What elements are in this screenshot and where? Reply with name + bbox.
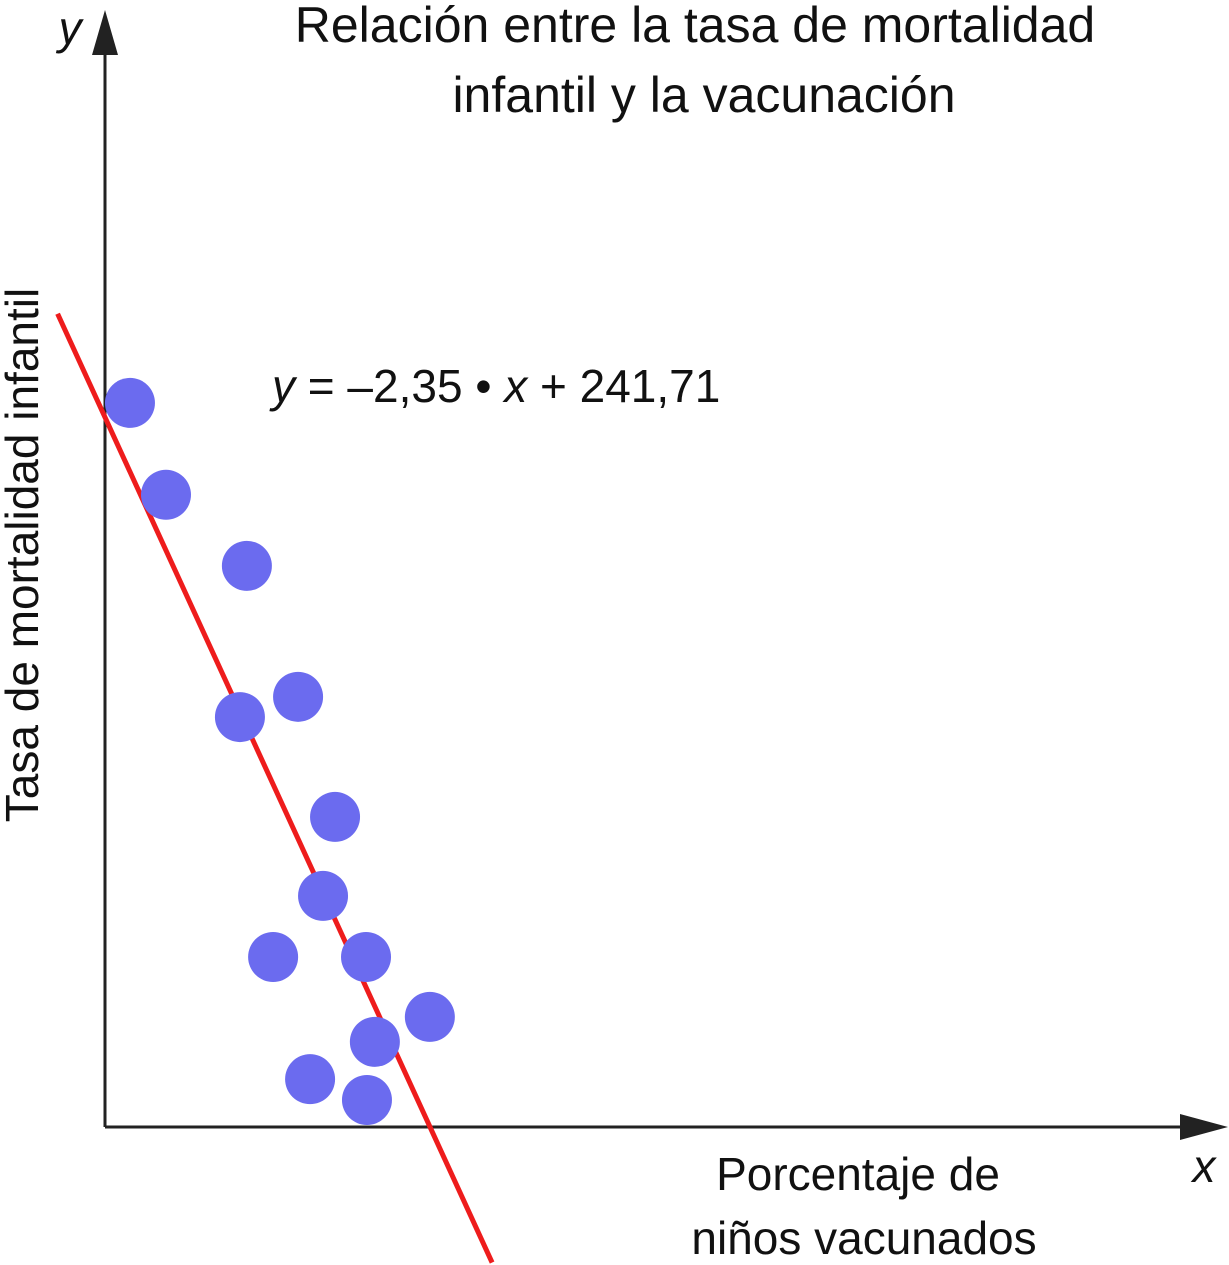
equation-part: y xyxy=(269,360,298,412)
scatter-point xyxy=(140,469,191,520)
scatter-point xyxy=(248,931,299,982)
equation-part: = –2,35 • xyxy=(295,360,504,412)
scatter-point xyxy=(104,377,155,428)
fit-equation: y = –2,35 • x + 241,71 xyxy=(269,360,720,412)
scatter-point xyxy=(310,791,361,842)
chart-title: Relación entre la tasa de mortalidad xyxy=(295,0,1095,53)
equation-part: + 241,71 xyxy=(527,360,720,412)
scatter-point xyxy=(298,870,349,921)
y-axis-label: Tasa de mortalidad infantil xyxy=(0,288,48,822)
chart-title: infantil y la vacunación xyxy=(452,67,955,123)
regression-line xyxy=(55,312,495,1264)
scatter-point xyxy=(341,931,392,982)
scatter-point xyxy=(285,1054,336,1105)
equation-part: x xyxy=(502,360,529,412)
x-axis-arrow xyxy=(1180,1114,1228,1140)
y-axis-symbol: y xyxy=(56,2,85,54)
scatter-point xyxy=(341,1074,392,1125)
scatter-point xyxy=(221,540,272,591)
y-axis-arrow xyxy=(92,10,118,55)
scatter-point xyxy=(404,991,455,1042)
x-axis-label: niños vacunados xyxy=(691,1212,1036,1264)
scatter-point xyxy=(273,671,324,722)
x-axis-label: Porcentaje de xyxy=(716,1148,1000,1200)
x-axis-symbol: x xyxy=(1191,1140,1218,1192)
scatter-point xyxy=(214,692,265,743)
scatter-point xyxy=(349,1016,400,1067)
